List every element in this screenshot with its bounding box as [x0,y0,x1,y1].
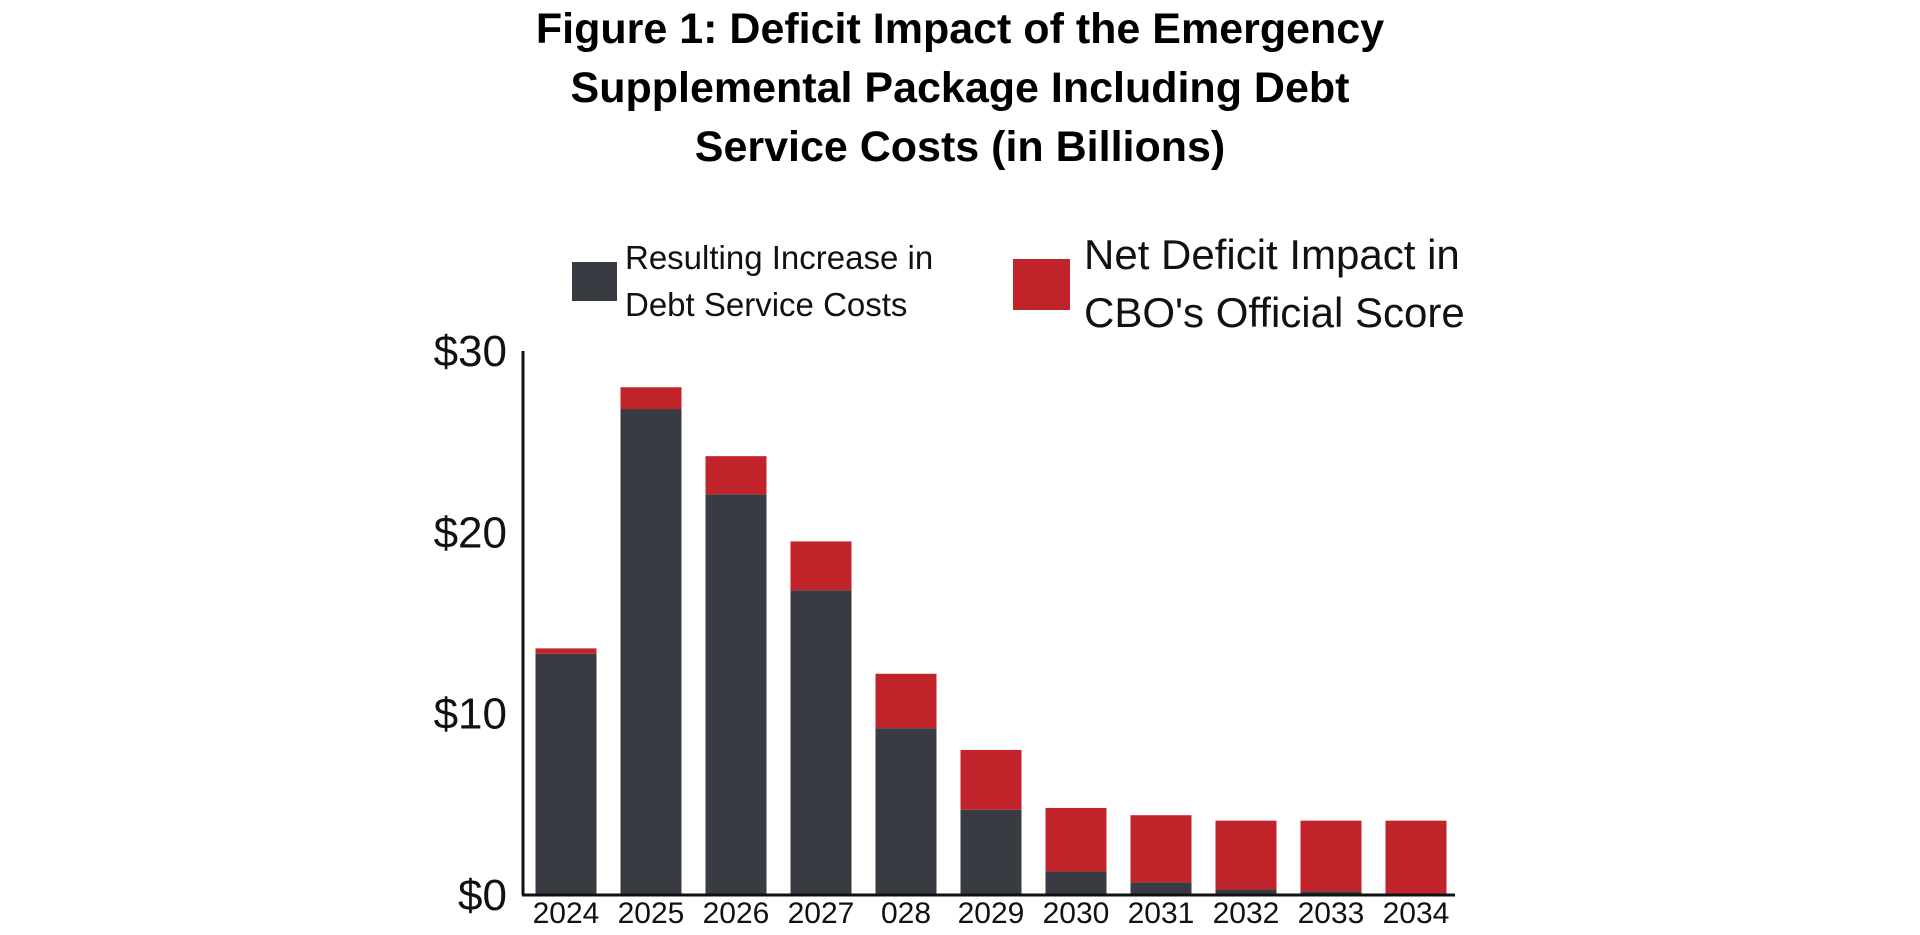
y-tick-label: $30 [434,327,507,376]
bar-debt-service [1215,889,1277,895]
legend-label-line: Debt Service Costs [625,286,908,323]
legend-label-net-deficit: Net Deficit Impact in CBO's Official Sco… [1084,226,1465,342]
legend-item-net-deficit: Net Deficit Impact in CBO's Official Sco… [1013,226,1465,342]
bar-debt-service [620,409,682,895]
x-tick-label: 2033 [1298,897,1365,930]
bar-debt-service [875,728,937,895]
x-tick-label: 2031 [1128,897,1195,930]
x-tick-label: 2032 [1213,897,1280,930]
y-tick-label: $20 [434,508,507,557]
bar-net-deficit [535,648,597,654]
bar-debt-service [705,494,767,895]
chart-title: Figure 1: Deficit Impact of the Emergenc… [0,0,1920,177]
legend-label-line: CBO's Official Score [1084,289,1465,336]
chart-title-line: Figure 1: Deficit Impact of the Emergenc… [535,5,1385,53]
bar-debt-service [1045,871,1107,895]
legend-swatch-debt-service [572,261,617,301]
bar-net-deficit [705,456,767,495]
bar-net-deficit [620,387,682,410]
x-tick-label: 2026 [703,897,770,930]
bar-debt-service [1130,882,1192,895]
bar-net-deficit [1215,820,1277,890]
x-tick-label: 2034 [1383,897,1450,930]
x-tick-label: 028 [881,897,931,930]
bar-net-deficit [1045,807,1107,872]
y-tick-label: $10 [434,690,507,739]
legend-label-line: Resulting Increase in [625,239,934,276]
bar-debt-service [960,809,1022,895]
x-tick-label: 2024 [533,897,600,930]
bar-net-deficit [960,749,1022,810]
bar-net-deficit [1130,815,1192,883]
chart-title-line: Service Costs (in Billions) [694,123,1226,171]
bar-net-deficit [1385,820,1447,895]
bar-net-deficit [790,541,852,591]
legend-label-debt-service: Resulting Increase in Debt Service Costs [625,234,933,328]
x-tick-label: 2029 [958,897,1025,930]
bar-debt-service [535,653,597,895]
x-tick-label: 2027 [788,897,855,930]
y-tick-label: $0 [458,871,507,920]
legend-label-line: Net Deficit Impact in [1084,231,1460,278]
bar-net-deficit [1300,820,1362,892]
bar-debt-service [790,590,852,895]
x-tick-label: 2030 [1043,897,1110,930]
bar-net-deficit [875,673,937,729]
x-tick-label: 2025 [618,897,685,930]
legend-item-debt-service: Resulting Increase in Debt Service Costs [572,234,933,328]
chart-title-line: Supplemental Package Including Debt [570,64,1350,112]
legend-swatch-net-deficit [1013,258,1070,310]
bar-debt-service [1300,891,1362,895]
